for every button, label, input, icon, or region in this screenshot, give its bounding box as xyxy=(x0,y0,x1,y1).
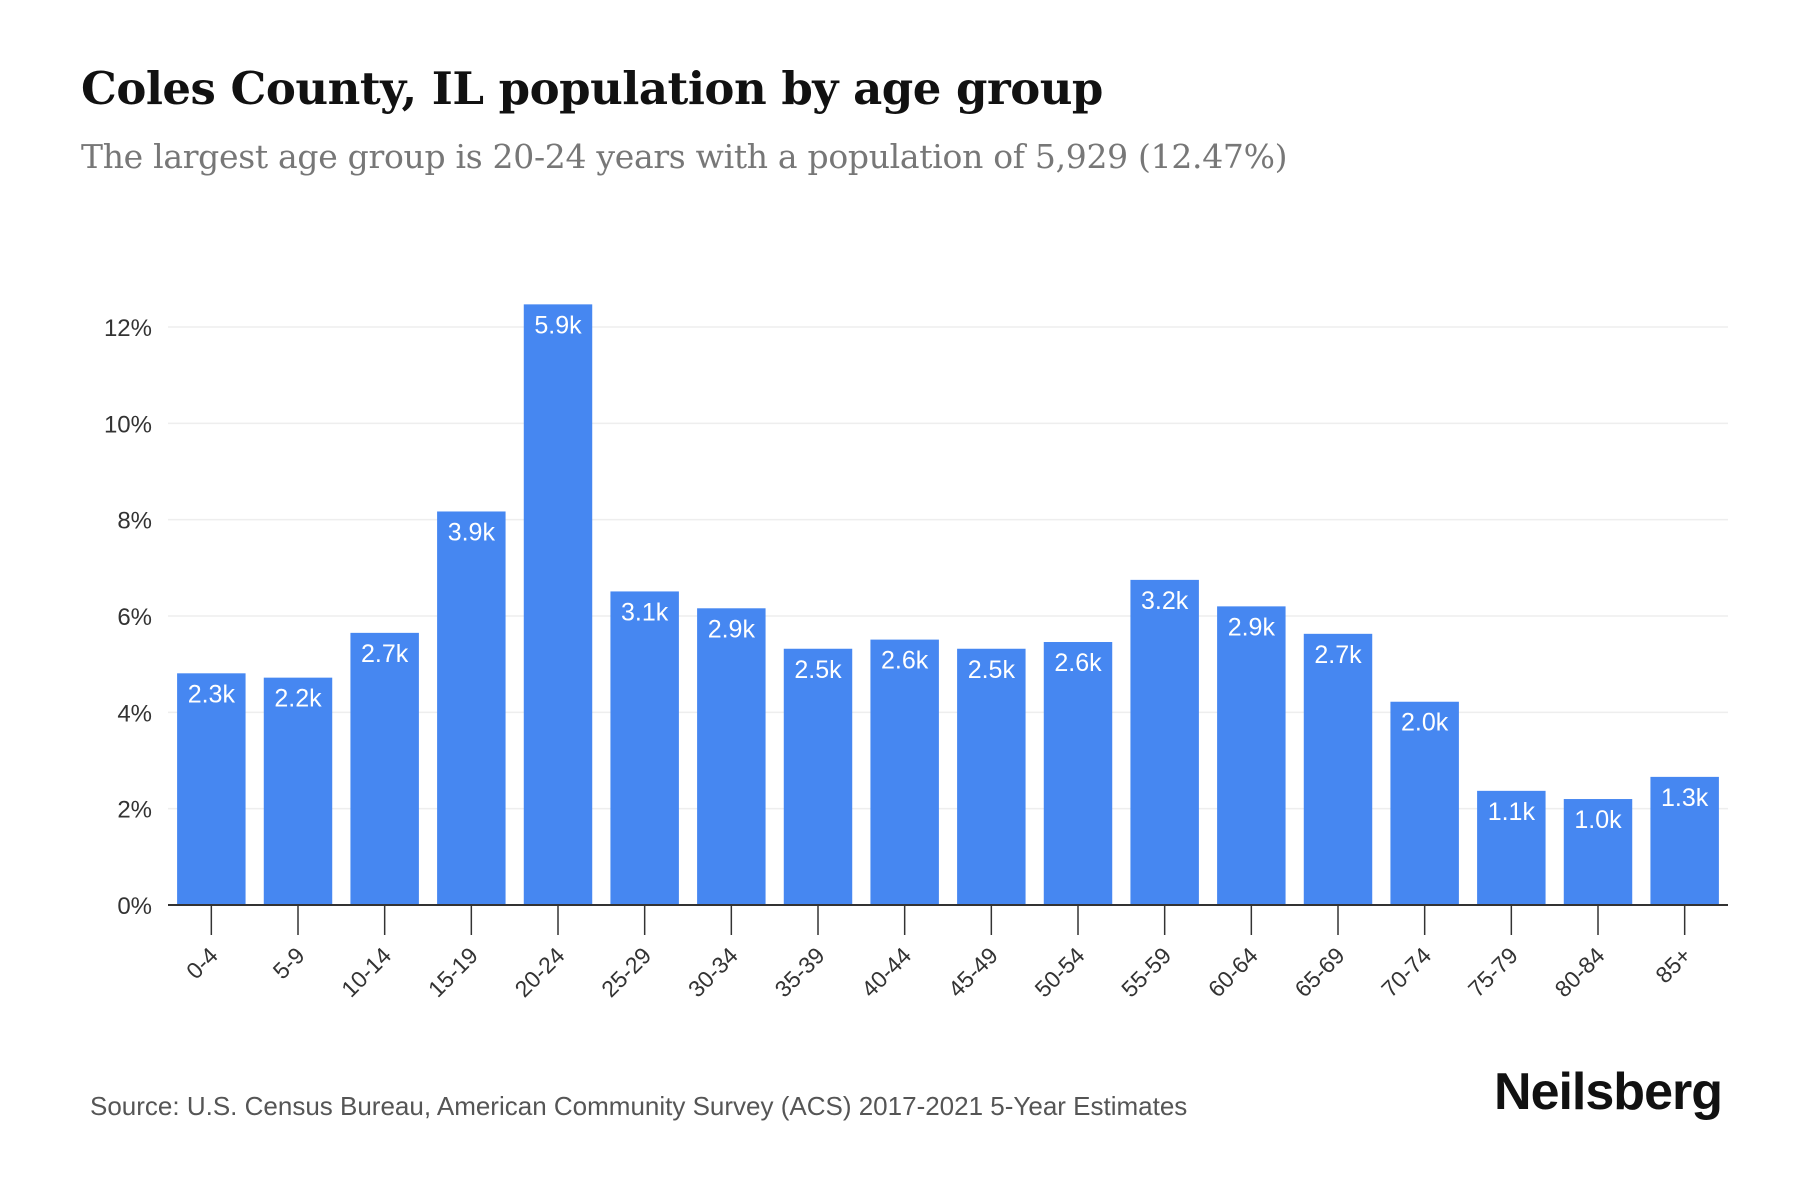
x-tick-label: 65-69 xyxy=(1290,942,1350,1002)
y-tick-label: 12% xyxy=(104,315,152,342)
bar-data-label: 3.2k xyxy=(1141,587,1189,615)
bar-data-label: 2.2k xyxy=(274,685,322,713)
x-tick-label: 45-49 xyxy=(943,942,1003,1002)
x-tick-label: 0-4 xyxy=(181,942,223,984)
bar-data-label: 2.3k xyxy=(188,680,236,708)
bar-30-34 xyxy=(697,608,766,905)
bar-20-24 xyxy=(523,304,593,905)
x-tick-label: 30-34 xyxy=(683,942,743,1002)
x-tick-label: 35-39 xyxy=(770,942,830,1002)
y-tick-label: 0% xyxy=(117,893,152,920)
y-tick-label: 2% xyxy=(117,797,152,824)
bar-data-label: 2.7k xyxy=(1314,641,1362,669)
y-tick-label: 4% xyxy=(117,700,152,727)
bar-data-label: 5.9k xyxy=(534,311,582,339)
x-tick-label: 60-64 xyxy=(1203,942,1263,1002)
bar-65-69 xyxy=(1303,633,1373,905)
y-tick-label: 6% xyxy=(117,604,152,631)
chart-subtitle: The largest age group is 20-24 years wit… xyxy=(81,137,1288,176)
bar-data-label: 3.9k xyxy=(448,518,496,546)
gridlines xyxy=(168,326,1728,810)
x-tick-label: 85+ xyxy=(1650,942,1696,988)
x-tick-label: 70-74 xyxy=(1376,942,1436,1002)
bar-80-84 xyxy=(1563,799,1633,905)
bar-data-label: 2.9k xyxy=(708,615,756,643)
x-tick-label: 50-54 xyxy=(1030,942,1090,1002)
bar-data-label: 2.6k xyxy=(1054,649,1102,677)
x-axis-tick-labels: 0-4 5-9 10-14 15-19 20-24 25-29 30-34 35-39 40-4… xyxy=(181,942,1696,1002)
bar-45-49 xyxy=(957,648,1026,905)
bar-15-19 xyxy=(437,511,506,905)
x-tick-label: 40-44 xyxy=(856,942,916,1002)
bar-data-label: 2.7k xyxy=(361,640,409,668)
bar-50-54 xyxy=(1043,642,1113,905)
x-tick-label: 10-14 xyxy=(336,942,396,1002)
bar-data-label: 1.3k xyxy=(1661,784,1709,812)
x-tick-label: 75-79 xyxy=(1463,942,1523,1002)
brand-logo: Neilsberg xyxy=(1494,1063,1723,1121)
bar-data-label: 2.0k xyxy=(1401,709,1449,737)
bar-data-label: 2.9k xyxy=(1228,613,1276,641)
x-axis xyxy=(168,904,1728,935)
bar-data-label: 2.6k xyxy=(881,647,929,675)
x-tick-label: 25-29 xyxy=(596,942,656,1002)
bar-data-label: 1.1k xyxy=(1488,798,1536,826)
bar-35-39 xyxy=(783,648,853,905)
bar-60-64 xyxy=(1217,606,1286,905)
y-axis-tick-labels: 0% 2% 4% 6% 8% 10% 12% xyxy=(104,315,152,920)
source-note: Source: U.S. Census Bureau, American Com… xyxy=(90,1091,1188,1121)
chart-title: Coles County, IL population by age group xyxy=(81,62,1103,115)
bar-25-29 xyxy=(610,591,679,905)
bar-85+ xyxy=(1650,776,1719,905)
x-tick-label: 55-59 xyxy=(1116,942,1176,1002)
bars: 2.3k 2.2k 2.7k 3.9k 5.9k 3.1k 2.9k 2.5k 2.6k 2.5k… xyxy=(177,304,1719,905)
bar-10-14 xyxy=(350,632,419,905)
x-tick-label: 20-24 xyxy=(510,942,570,1002)
bar-data-label: 2.5k xyxy=(968,656,1016,684)
x-tick-label: 80-84 xyxy=(1550,942,1610,1002)
bar-5-9 xyxy=(263,677,333,905)
bar-data-label: 3.1k xyxy=(621,598,669,626)
bar-0-4 xyxy=(177,673,246,905)
bar-55-59 xyxy=(1130,579,1199,905)
y-tick-label: 8% xyxy=(117,508,152,535)
bar-data-label: 1.0k xyxy=(1574,806,1622,834)
bar-75-79 xyxy=(1477,790,1546,905)
x-tick-label: 5-9 xyxy=(268,942,310,984)
bar-data-label: 2.5k xyxy=(794,656,842,684)
y-tick-label: 10% xyxy=(104,411,152,438)
x-tick-label: 15-19 xyxy=(423,942,483,1002)
bar-70-74 xyxy=(1390,701,1459,905)
bar-40-44 xyxy=(870,639,939,905)
